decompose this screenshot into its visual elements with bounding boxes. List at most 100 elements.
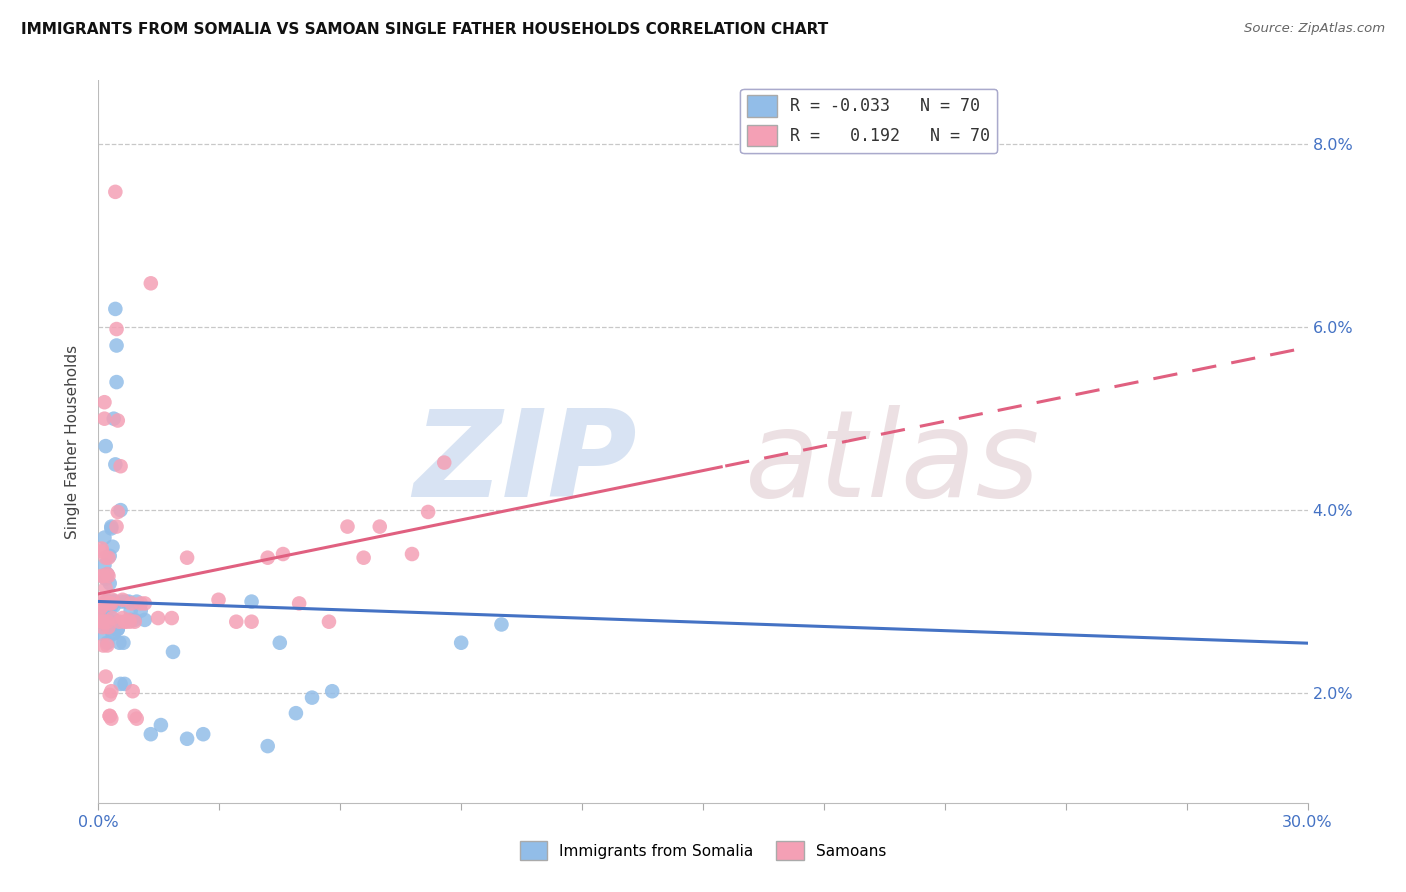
- Point: [134, 596, 156, 610]
- Point: [129, 604, 152, 618]
- Point: [160, 611, 183, 625]
- Point: [271, 547, 294, 561]
- Point: [100, 521, 122, 535]
- Point: [91, 615, 114, 629]
- Point: [240, 615, 263, 629]
- Y-axis label: Single Father Households: Single Father Households: [65, 344, 80, 539]
- Text: ZIP: ZIP: [413, 405, 637, 522]
- Point: [90, 544, 112, 558]
- Point: [108, 615, 131, 629]
- Point: [118, 615, 141, 629]
- Point: [111, 594, 134, 608]
- Point: [91, 604, 114, 618]
- Point: [100, 599, 122, 614]
- Point: [101, 617, 124, 632]
- Point: [93, 395, 115, 409]
- Point: [93, 411, 115, 425]
- Point: [90, 613, 112, 627]
- Point: [256, 550, 278, 565]
- Point: [125, 594, 148, 608]
- Point: [256, 739, 278, 753]
- Point: [91, 613, 114, 627]
- Point: [193, 727, 215, 741]
- Point: [94, 594, 117, 608]
- Point: [103, 626, 125, 640]
- Point: [98, 549, 121, 563]
- Point: [103, 594, 125, 608]
- Point: [91, 599, 114, 614]
- Point: [433, 456, 456, 470]
- Point: [225, 615, 247, 629]
- Point: [91, 639, 114, 653]
- Point: [90, 626, 112, 640]
- Point: [93, 558, 115, 572]
- Point: [118, 613, 141, 627]
- Point: [111, 611, 134, 625]
- Point: [124, 709, 146, 723]
- Point: [104, 301, 127, 316]
- Point: [91, 615, 114, 629]
- Point: [284, 706, 307, 721]
- Legend: R = -0.033   N = 70, R =   0.192   N = 70: R = -0.033 N = 70, R = 0.192 N = 70: [741, 88, 997, 153]
- Point: [101, 617, 124, 632]
- Point: [105, 338, 128, 352]
- Point: [98, 576, 121, 591]
- Point: [94, 581, 117, 595]
- Point: [96, 594, 118, 608]
- Point: [110, 677, 132, 691]
- Point: [129, 596, 152, 610]
- Point: [118, 594, 141, 608]
- Point: [103, 613, 125, 627]
- Point: [321, 684, 343, 698]
- Point: [100, 712, 122, 726]
- Point: [103, 599, 125, 614]
- Text: IMMIGRANTS FROM SOMALIA VS SAMOAN SINGLE FATHER HOUSEHOLDS CORRELATION CHART: IMMIGRANTS FROM SOMALIA VS SAMOAN SINGLE…: [21, 22, 828, 37]
- Point: [207, 592, 229, 607]
- Point: [125, 712, 148, 726]
- Point: [124, 615, 146, 629]
- Point: [90, 569, 112, 583]
- Point: [96, 613, 118, 627]
- Point: [107, 622, 129, 636]
- Point: [120, 604, 142, 618]
- Point: [97, 550, 120, 565]
- Point: [176, 550, 198, 565]
- Point: [89, 608, 111, 623]
- Point: [288, 596, 311, 610]
- Point: [100, 684, 122, 698]
- Point: [93, 531, 115, 545]
- Point: [114, 615, 136, 629]
- Point: [96, 639, 118, 653]
- Point: [121, 596, 143, 610]
- Point: [96, 567, 118, 582]
- Point: [104, 185, 127, 199]
- Point: [114, 594, 136, 608]
- Point: [105, 519, 128, 533]
- Point: [94, 439, 117, 453]
- Point: [91, 594, 114, 608]
- Point: [101, 611, 124, 625]
- Point: [98, 596, 121, 610]
- Point: [134, 613, 156, 627]
- Point: [107, 622, 129, 636]
- Point: [97, 599, 120, 614]
- Text: atlas: atlas: [745, 405, 1040, 522]
- Text: Source: ZipAtlas.com: Source: ZipAtlas.com: [1244, 22, 1385, 36]
- Point: [98, 709, 121, 723]
- Point: [91, 569, 114, 583]
- Point: [103, 411, 125, 425]
- Point: [96, 636, 118, 650]
- Point: [149, 718, 172, 732]
- Point: [301, 690, 323, 705]
- Point: [101, 592, 124, 607]
- Point: [353, 550, 375, 565]
- Point: [101, 540, 124, 554]
- Point: [121, 684, 143, 698]
- Point: [98, 599, 121, 614]
- Point: [162, 645, 184, 659]
- Point: [98, 709, 121, 723]
- Point: [94, 617, 117, 632]
- Point: [96, 567, 118, 582]
- Point: [107, 505, 129, 519]
- Point: [336, 519, 359, 533]
